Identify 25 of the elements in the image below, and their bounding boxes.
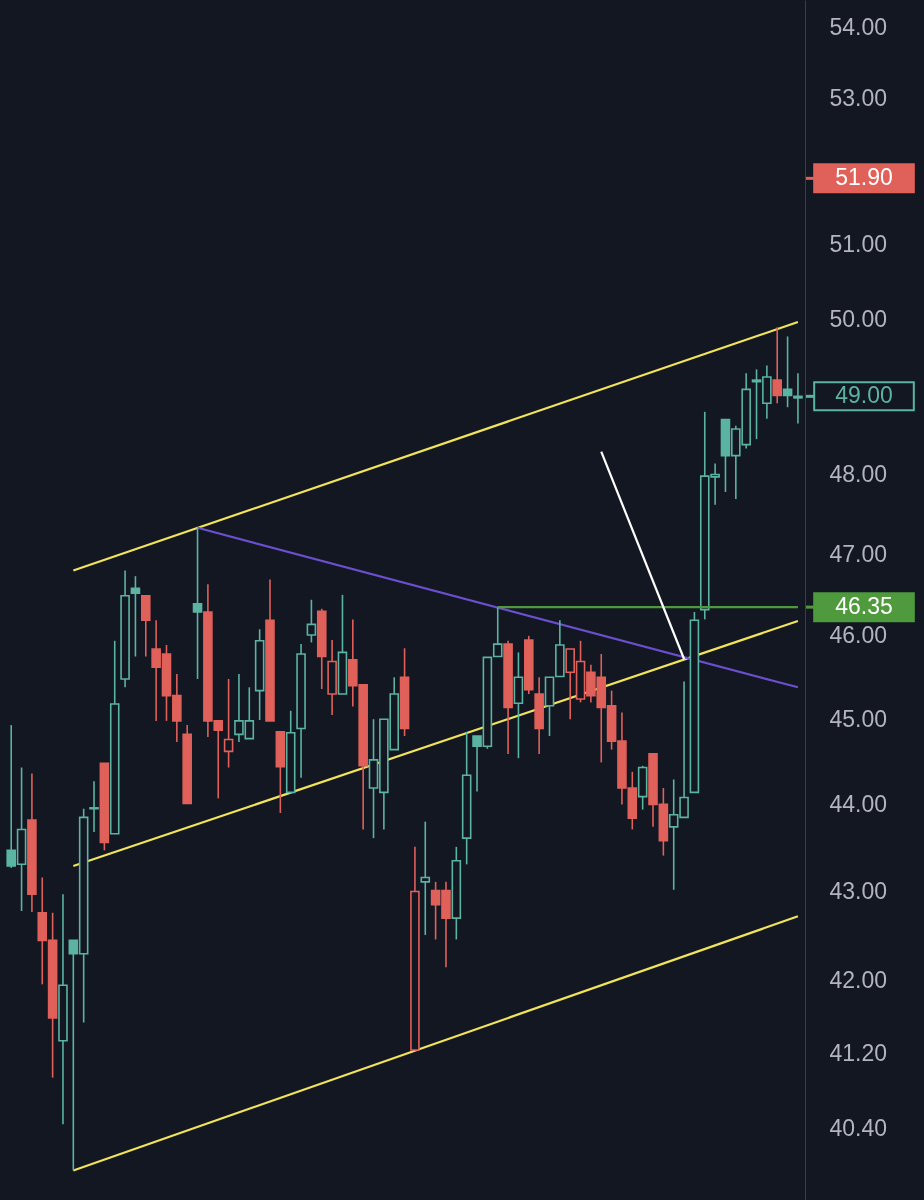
- y-tick-label: 54.00: [829, 14, 888, 41]
- candlestick: [306, 598, 317, 644]
- y-tick-label: 44.00: [829, 790, 888, 817]
- y-tick-label: 50.00: [829, 306, 888, 333]
- y-tick-label: 47.00: [829, 540, 888, 567]
- candlestick: [492, 606, 503, 658]
- ref-line-label: 51.90: [835, 164, 893, 191]
- y-tick-label: 46.00: [829, 622, 888, 649]
- candlestick: [793, 372, 803, 425]
- candlestick: [89, 780, 99, 833]
- candlestick: [420, 820, 431, 936]
- ref-line-label: 49.00: [835, 382, 893, 409]
- candlestick: [192, 527, 203, 680]
- y-tick-label: 42.00: [829, 967, 888, 994]
- y-tick-label: 40.40: [829, 1114, 888, 1141]
- y-tick-label: 53.00: [829, 85, 888, 112]
- y-tick-label: 43.00: [829, 878, 888, 905]
- ref-line-label: 46.35: [835, 593, 893, 620]
- y-tick-label: 48.00: [829, 461, 888, 488]
- y-tick-label: 45.00: [829, 705, 888, 732]
- candlestick: [130, 575, 141, 658]
- candlestick: [223, 678, 234, 769]
- y-tick-label: 41.20: [829, 1040, 888, 1067]
- candlestick: [772, 326, 783, 405]
- y-tick-label: 51.00: [829, 231, 888, 258]
